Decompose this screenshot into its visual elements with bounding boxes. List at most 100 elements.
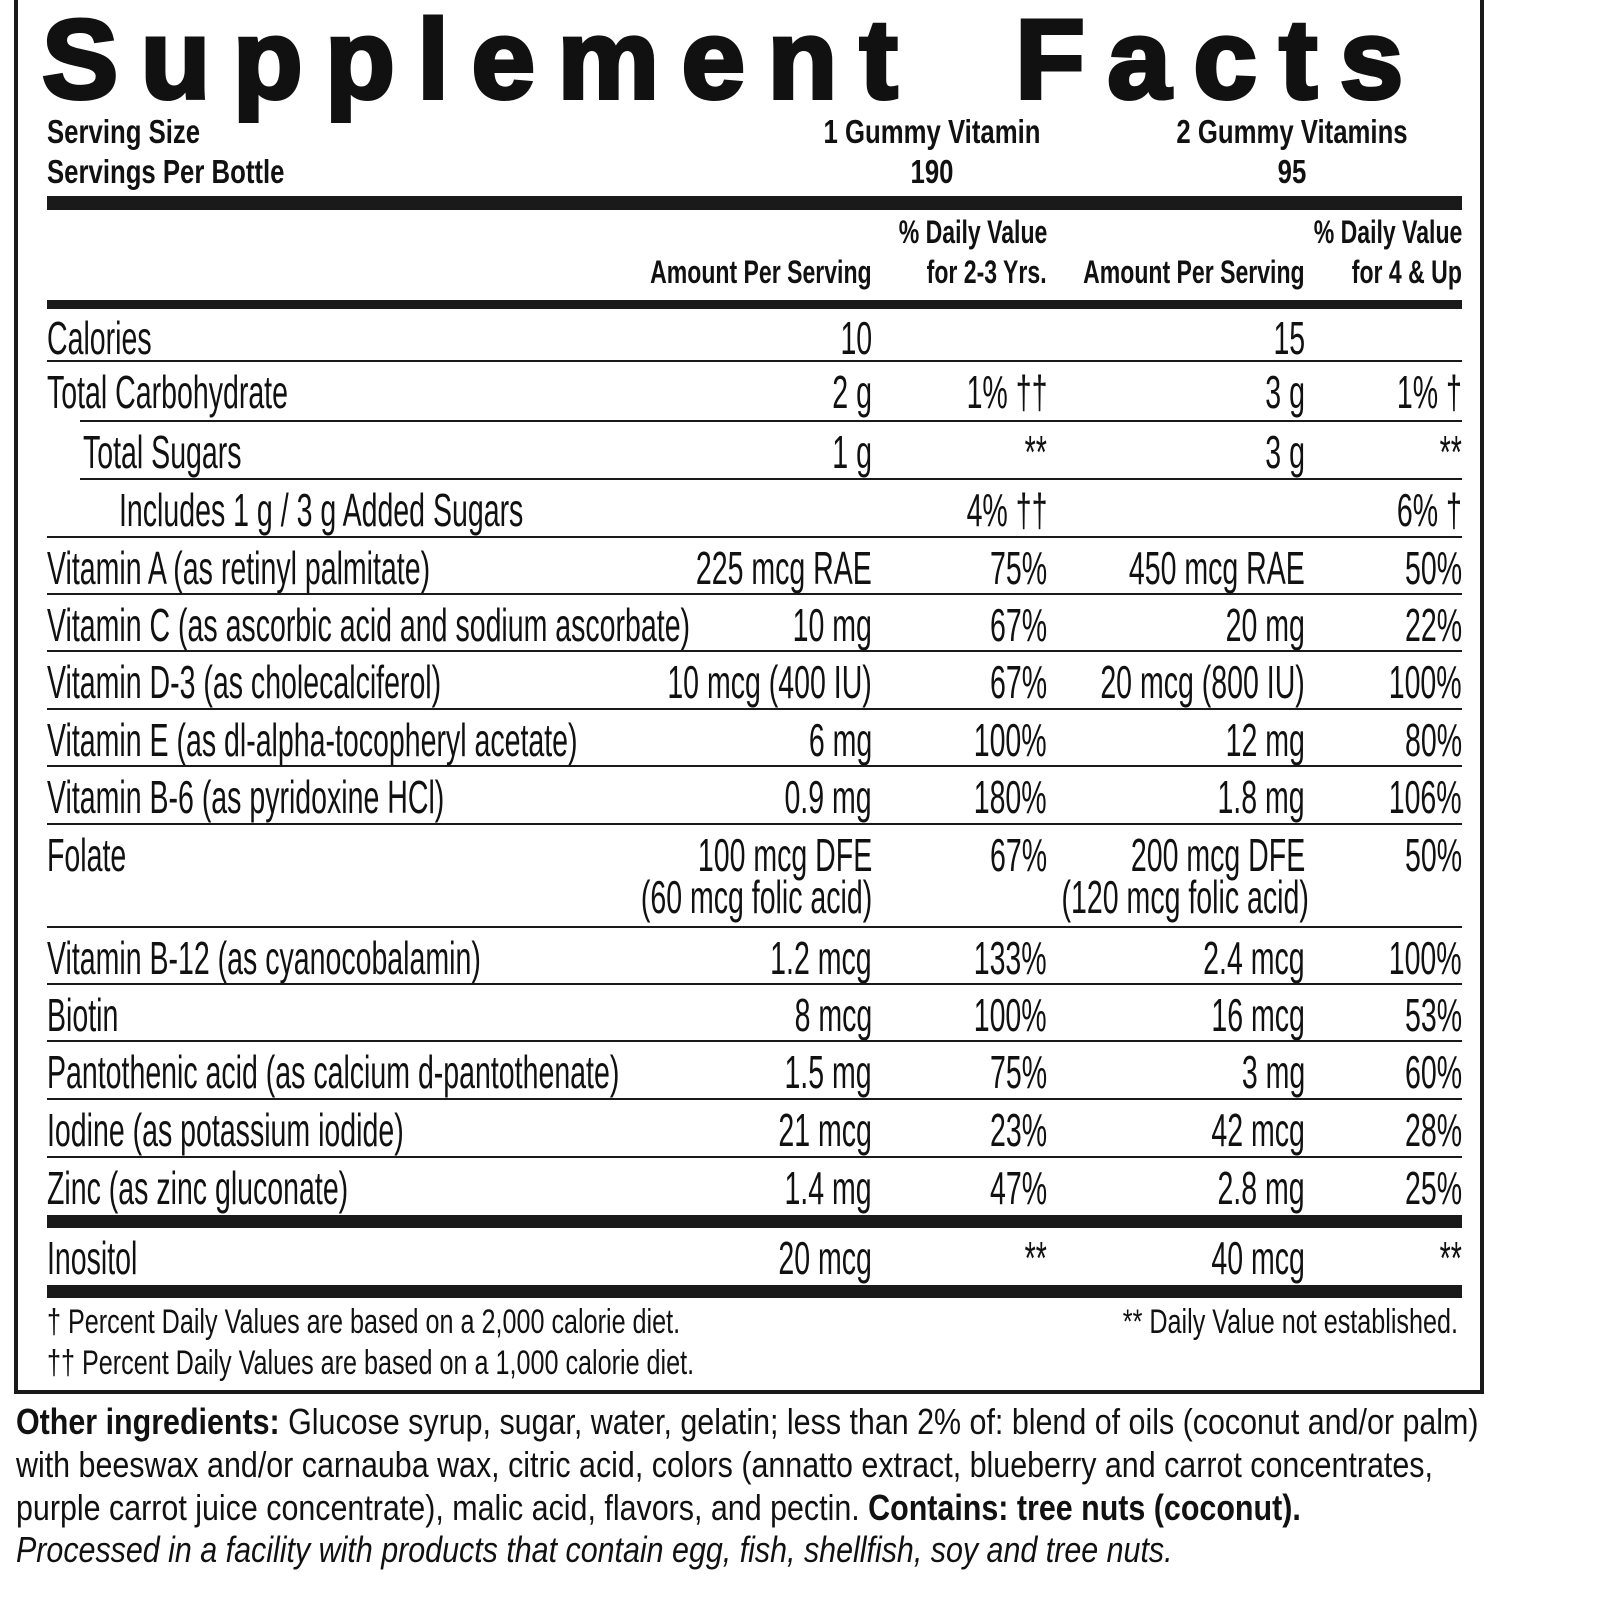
daily-value-1: 67% [989,656,1047,708]
daily-value-2: 50% [1404,829,1462,881]
row-divider [47,823,1462,825]
daily-value-1: 100% [974,989,1047,1041]
nutrient-row: Biotin 8 mcg 100% 16 mcg 53% [47,985,1462,1042]
thick-divider [47,1215,1462,1228]
daily-value-2: 100% [1389,932,1462,984]
daily-value-1: ** [1024,1232,1047,1284]
footnote-dagger: † Percent Daily Values are based on a 2,… [47,1303,681,1341]
ingredients-label: Other ingredients: [16,1401,280,1442]
nutrient-row: Pantothenic acid (as calcium d-pantothen… [47,1042,1462,1100]
daily-value-1: 180% [974,771,1047,823]
daily-value-1: 4% †† [966,484,1047,536]
ingredients-line-1: Other ingredients: Glucose syrup, sugar,… [16,1400,1479,1443]
amount-2: 200 mcg DFE [1130,829,1305,881]
amount-1: 10 [840,312,872,364]
amount-1: 20 mcg [778,1232,872,1284]
amount-2: 450 mcg RAE [1129,542,1305,594]
footnote-not-established: ** Daily Value not established. [1122,1303,1458,1341]
amount-1: 1.2 mcg [770,932,872,984]
col-dv-1-line1: % Daily Value [898,214,1047,250]
amount-1: 10 mg [792,599,872,651]
row-divider [47,650,1462,652]
nutrient-row: Includes 1 g / 3 g Added Sugars 4% †† 6% † [47,480,1462,538]
daily-value-2: 6% † [1396,484,1462,536]
daily-value-1: 100% [974,714,1047,766]
daily-value-2: ** [1439,426,1462,478]
nutrient-row: Inositol 20 mcg ** 40 mcg ** [47,1228,1462,1285]
nutrient-row: Vitamin A (as retinyl palmitate) 225 mcg … [47,538,1462,595]
daily-value-2: 100% [1389,656,1462,708]
amount-2: 20 mcg (800 IU) [1100,656,1305,708]
row-divider [47,926,1462,928]
amount-2: 16 mcg [1211,989,1305,1041]
nutrient-name: Zinc (as zinc gluconate) [47,1162,349,1214]
nutrient-name: Iodine (as potassium iodide) [47,1104,404,1156]
supplement-facts-panel [14,0,1484,1394]
row-divider [47,360,1462,362]
allergen-contains: Contains: tree nuts (coconut). [868,1487,1301,1528]
amount-1: 0.9 mg [784,771,872,823]
amount-2: 40 mcg [1211,1232,1305,1284]
daily-value-1: ** [1024,426,1047,478]
serving-size-1: 1 Gummy Vitamin [823,113,1041,150]
nutrient-row: Zinc (as zinc gluconate) 1.4 mg 47% 2.8 mg 2… [47,1158,1462,1215]
daily-value-1: 67% [989,599,1047,651]
nutrient-row: Vitamin E (as dl-alpha-tocopheryl acetat… [47,710,1462,767]
daily-value-2: 80% [1404,714,1462,766]
amount-1: 1.4 mg [784,1162,872,1214]
servings-per-bottle-label: Servings Per Bottle [47,153,285,190]
row-divider [47,536,1462,538]
footnote-double-dagger: †† Percent Daily Values are based on a 1… [47,1344,695,1382]
amount-1-sub: (60 mcg folic acid) [640,871,872,923]
amount-1: 100 mcg DFE [697,829,872,881]
nutrient-row: Calories 10 15 [47,308,1462,364]
nutrient-name: Vitamin D-3 (as cholecalciferol) [47,656,442,708]
daily-value-2: 60% [1404,1046,1462,1098]
nutrient-row: Vitamin B-12 (as cyanocobalamin) 1.2 mcg 1… [47,928,1462,985]
ingredients-line-3: purple carrot juice concentrate), malic … [16,1486,1301,1529]
ingredients-line-4: Processed in a facility with products th… [16,1528,1173,1571]
nutrient-name: Vitamin B-6 (as pyridoxine HCl) [47,771,445,823]
nutrient-name: Total Sugars [83,426,242,478]
medium-divider [47,300,1462,309]
nutrient-row: Iodine (as potassium iodide) 21 mcg 23% 42 … [47,1100,1462,1158]
amount-2: 3 g [1265,366,1305,418]
amount-2: 15 [1273,312,1305,364]
ingredients-text: Glucose syrup, sugar, water, gelatin; le… [279,1401,1479,1442]
amount-1: 21 mcg [778,1104,872,1156]
nutrient-name: Inositol [47,1232,138,1284]
amount-2: 1.8 mg [1217,771,1305,823]
col-amount-2: Amount Per Serving [1083,254,1305,290]
amount-2: 2.4 mcg [1203,932,1305,984]
servings-2: 95 [1277,153,1307,190]
amount-2: 2.8 mg [1217,1162,1305,1214]
daily-value-2: 28% [1404,1104,1462,1156]
nutrient-row: Total Carbohydrate 2 g 1% †† 3 g 1% † [47,362,1462,422]
amount-1: 1.5 mg [784,1046,872,1098]
daily-value-1: 23% [989,1104,1047,1156]
nutrient-name: Vitamin C (as ascorbic acid and sodium a… [47,599,691,651]
amount-2-sub: (120 mcg folic acid) [1061,871,1309,923]
nutrient-row: Vitamin B-6 (as pyridoxine HCl) 0.9 mg 180… [47,767,1462,825]
amount-2: 12 mg [1225,714,1305,766]
amount-1: 225 mcg RAE [696,542,872,594]
col-dv-2-line2: for 4 & Up [1351,254,1462,290]
nutrient-row: Folate 100 mcg DFE 67% 200 mcg DFE 50% (60 mc… [47,825,1462,928]
facility-statement: Processed in a facility with products th… [16,1529,1173,1570]
thick-divider [47,196,1462,210]
footnotes: † Percent Daily Values are based on a 2,… [47,1302,1462,1384]
daily-value-1: 67% [989,829,1047,881]
daily-value-2: ** [1439,1232,1462,1284]
amount-1: 10 mcg (400 IU) [667,656,872,708]
serving-info: Serving Size Servings Per Bottle 1 Gummy… [47,112,1462,192]
daily-value-2: 53% [1404,989,1462,1041]
panel-title: Supplement Facts [40,0,1426,122]
thick-divider [47,1285,1462,1298]
nutrient-name: Includes 1 g / 3 g Added Sugars [119,484,524,536]
daily-value-2: 50% [1404,542,1462,594]
ingredients-text: purple carrot juice concentrate), malic … [16,1487,869,1528]
ingredients-line-2: with beeswax and/or carnauba wax, citric… [16,1444,1433,1485]
col-dv-2-line1: % Daily Value [1313,214,1462,250]
daily-value-1: 1% †† [966,366,1047,418]
daily-value-1: 47% [989,1162,1047,1214]
